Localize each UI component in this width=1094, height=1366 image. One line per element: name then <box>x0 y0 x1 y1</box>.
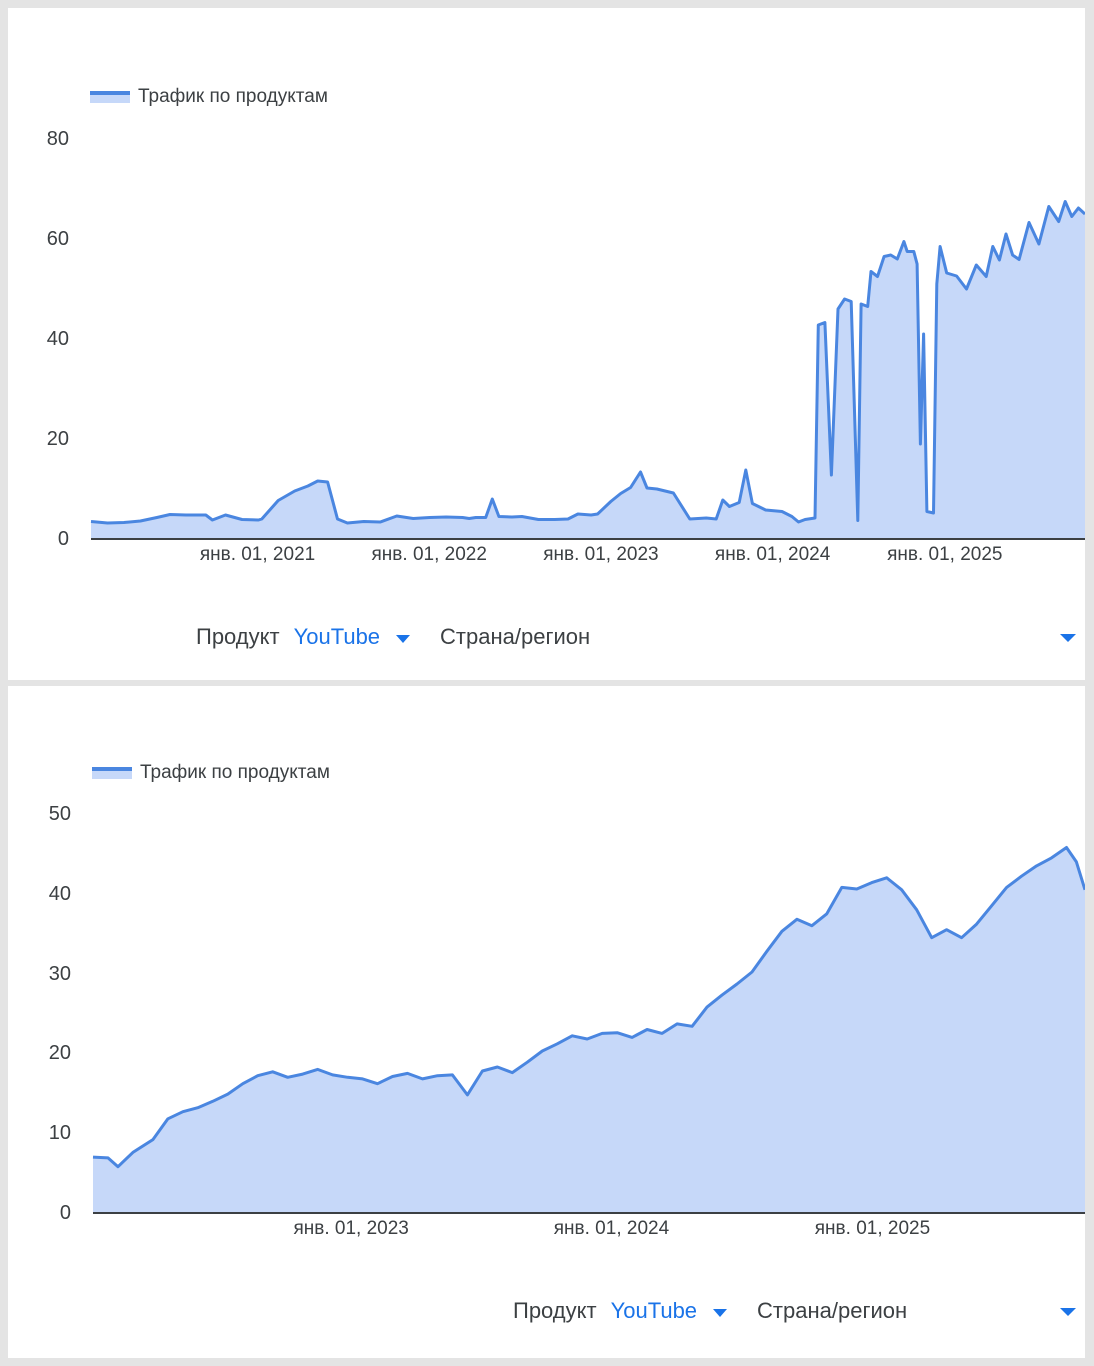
region-filter-label[interactable]: Страна/регион <box>757 1298 908 1323</box>
x-tick-label: янв. 01, 2024 <box>553 1218 670 1239</box>
product-dropdown-icon[interactable] <box>713 1308 728 1317</box>
product-dropdown-icon[interactable] <box>396 634 411 643</box>
x-tick-label: янв. 01, 2024 <box>714 544 831 565</box>
product-filter-value[interactable]: YouTube <box>610 1298 698 1323</box>
series-line <box>90 200 1085 525</box>
product-filter-label: Продукт <box>196 624 280 649</box>
y-tick-label: 40 <box>48 882 71 905</box>
legend-label: Трафик по продуктам <box>140 762 330 783</box>
x-tick-label: янв. 01, 2023 <box>293 1218 409 1239</box>
x-tick-label: янв. 01, 2021 <box>199 544 316 565</box>
product-filter-value[interactable]: YouTube <box>293 624 381 649</box>
legend-swatch <box>90 91 130 103</box>
x-tick-label: янв. 01, 2022 <box>371 544 487 565</box>
y-tick-label: 80 <box>46 128 69 150</box>
y-tick-label: 10 <box>48 1122 71 1145</box>
legend: Трафик по продуктам <box>90 86 328 108</box>
chart-panel-2: Трафик по продуктам Продукт YouTube Стра… <box>8 686 1085 1358</box>
y-tick-label: 40 <box>46 328 69 350</box>
legend: Трафик по продуктам <box>92 762 330 784</box>
y-tick-label: 20 <box>48 1042 71 1065</box>
area-chart-svg <box>92 846 1085 1214</box>
region-dropdown-icon[interactable] <box>1060 634 1076 642</box>
region-filter-label[interactable]: Страна/регион <box>440 624 591 649</box>
x-tick-label: янв. 01, 2025 <box>887 544 1003 565</box>
y-tick-label: 50 <box>48 803 71 825</box>
series-line <box>92 846 1085 1169</box>
y-tick-label: 20 <box>46 428 69 450</box>
y-tick-label: 30 <box>48 962 71 985</box>
series-area-fill <box>93 847 1085 1213</box>
legend-label: Трафик по продуктам <box>138 86 328 107</box>
chart-panel-1: Трафик по продуктам Продукт YouTube Стра… <box>8 8 1085 680</box>
legend-swatch <box>92 767 132 779</box>
area-chart-svg <box>90 200 1085 540</box>
y-tick-label: 60 <box>46 228 69 250</box>
series-area-fill <box>91 201 1085 539</box>
x-tick-label: янв. 01, 2023 <box>543 544 659 565</box>
filters-bar: Продукт YouTube Страна/регион <box>196 624 590 650</box>
y-tick-label: 0 <box>57 528 69 550</box>
region-dropdown-icon[interactable] <box>1060 1308 1076 1316</box>
x-tick-label: янв. 01, 2025 <box>814 1218 931 1239</box>
y-tick-label: 0 <box>59 1202 71 1224</box>
product-filter-label: Продукт <box>513 1298 597 1323</box>
filters-bar: Продукт YouTube Страна/регион <box>513 1298 907 1324</box>
